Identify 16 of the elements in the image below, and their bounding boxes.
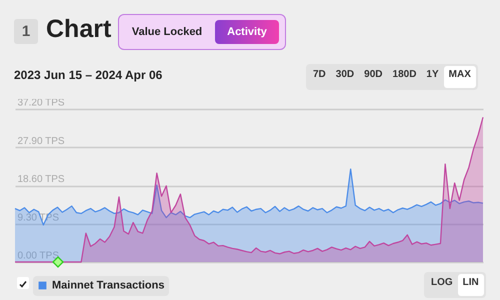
text: 7D [312, 68, 327, 82]
text: Activity [215, 20, 279, 44]
text: 1 [14, 19, 38, 44]
chart-title: Chart [46, 15, 112, 44]
text: 90D [363, 68, 384, 82]
text: MAX [444, 66, 476, 88]
text: LOG [430, 276, 454, 290]
text: LIN [458, 274, 484, 296]
text: Value Locked [130, 25, 204, 40]
text: 30D [334, 68, 356, 82]
chart-subtitle: 2023 Jun 15 – 2024 Apr 06 [14, 68, 162, 82]
text: 1Y [425, 68, 440, 82]
y-tick-label: 18.60 TPS [18, 174, 65, 185]
text: 180D [392, 68, 418, 82]
y-tick-label: 27.90 TPS [18, 136, 65, 147]
legend-label: Mainnet Transactions [52, 280, 164, 292]
